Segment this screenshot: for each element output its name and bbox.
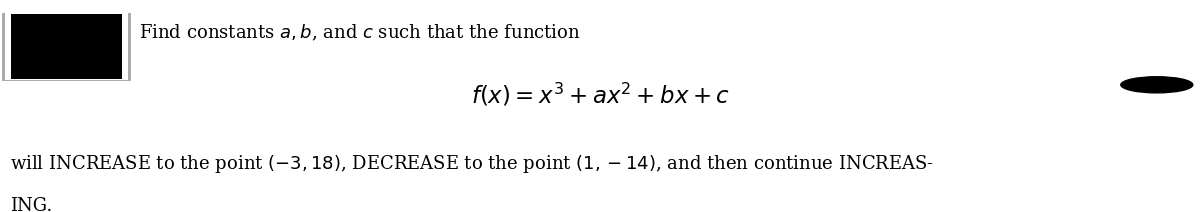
Bar	[6, 13, 128, 80]
Bar	[2, 13, 131, 81]
Text: ING.: ING.	[10, 197, 52, 212]
Text: Find constants $a, b$, and $c$ such that the function: Find constants $a, b$, and $c$ such that…	[139, 22, 581, 43]
Ellipse shape	[1121, 77, 1193, 93]
Text: $f(x) = x^3 + ax^2 + bx + c$: $f(x) = x^3 + ax^2 + bx + c$	[470, 81, 730, 108]
Text: will INCREASE to the point $(-3, 18)$, DECREASE to the point $(1, -14)$, and the: will INCREASE to the point $(-3, 18)$, D…	[10, 153, 934, 175]
Bar	[12, 14, 122, 79]
